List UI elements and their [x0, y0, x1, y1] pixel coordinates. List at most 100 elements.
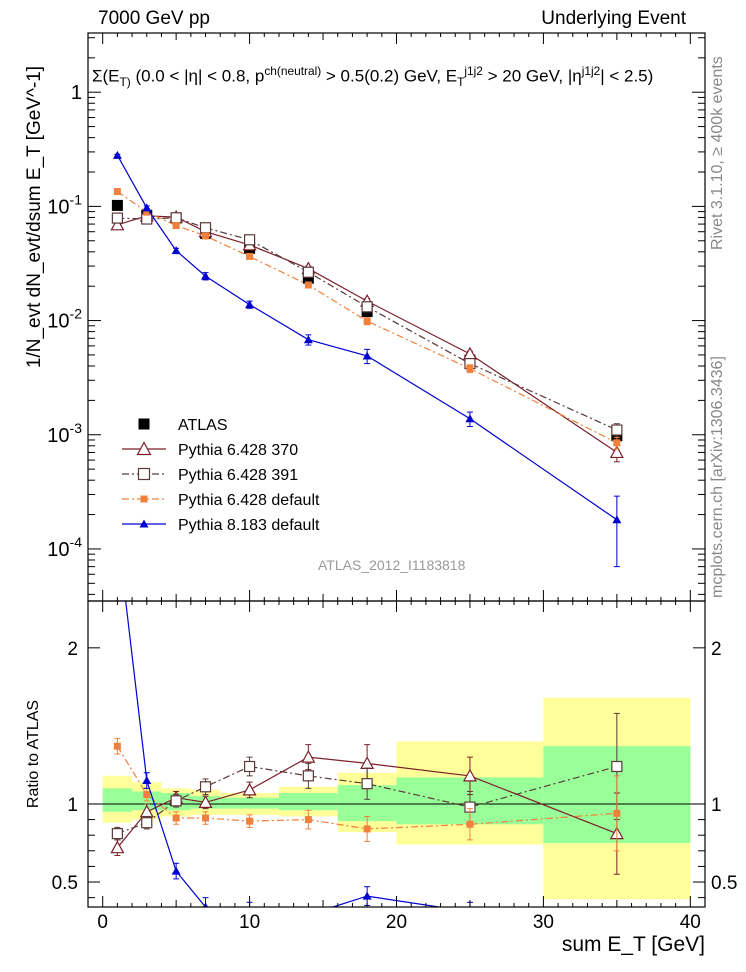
ratio-y-tick-label: 1	[67, 795, 78, 816]
point-pythia-6-428-370	[110, 840, 125, 854]
ratio-y-tick-label: 2	[67, 639, 78, 660]
point-pythia-6-428-391	[361, 778, 373, 790]
x-tick-label: 0	[97, 912, 108, 933]
point-pythia-6-428-default	[202, 232, 210, 240]
point-pythia-8-183-default	[612, 515, 622, 524]
x-axis-label: sum E_T [GeV]	[562, 933, 705, 956]
point-pythia-6-428-391	[141, 817, 153, 829]
point-pythia-6-428-default	[113, 188, 121, 196]
point-pythia-6-428-391	[611, 760, 623, 773]
point-pythia-8-183-default	[303, 335, 313, 344]
point-pythia-8-183-default	[171, 246, 181, 255]
point-pythia-6-428-370	[110, 217, 125, 231]
x-tick-label: 20	[386, 912, 407, 933]
legend-label-pythia-8-183-default: Pythia 8.183 default	[178, 517, 320, 534]
point-pythia-6-428-default	[363, 317, 371, 325]
ratio-y-axis-label: Ratio to ATLAS	[25, 700, 42, 808]
point-pythia-6-428-391	[170, 212, 182, 224]
point-pythia-6-428-391	[243, 760, 256, 773]
point-pythia-6-428-default	[246, 817, 254, 825]
point-pythia-6-428-391	[111, 212, 123, 224]
point-pythia-8-183-default	[362, 891, 372, 900]
main-panel	[110, 150, 624, 568]
point-pythia-6-428-default	[363, 825, 371, 833]
point-pythia-6-428-391	[611, 424, 623, 436]
point-pythia-6-428-391	[170, 795, 182, 807]
point-pythia-6-428-370	[301, 749, 316, 763]
y-tick-label: 10-2	[47, 306, 82, 333]
chart-caption: Σ(ET) (0.0 < |η| < 0.8, pch(neutral) > 0…	[92, 64, 654, 90]
legend-marker-pythia-6-428-default	[140, 495, 148, 503]
point-pythia-6-428-default	[143, 208, 151, 216]
ratio-y-tick-label: 0.5	[52, 873, 78, 894]
x-tick-label: 30	[533, 912, 554, 933]
point-atlas	[302, 272, 314, 284]
point-atlas	[111, 199, 123, 211]
rivet-label: Rivet 3.1.10, ≥ 400k events	[709, 56, 726, 250]
point-pythia-6-428-370	[609, 445, 624, 459]
point-pythia-8-183-default	[142, 776, 152, 785]
point-pythia-6-428-391	[361, 301, 373, 313]
point-pythia-6-428-391	[111, 828, 123, 840]
point-pythia-8-183-default	[171, 866, 181, 875]
point-pythia-8-183-default	[465, 414, 475, 423]
point-pythia-8-183-default	[465, 907, 474, 915]
series-line-pythia-8-183-default	[125, 601, 444, 907]
ratio-y-tick-label: 2	[711, 639, 722, 660]
point-pythia-8-183-default	[304, 910, 313, 918]
legend: ATLAS Pythia 6.428 370 Pythia 6.428 391 Pyt…	[122, 417, 320, 534]
point-pythia-6-428-391	[302, 266, 314, 278]
y-tick-label: 10-1	[47, 191, 82, 218]
point-pythia-6-428-default	[613, 809, 621, 817]
legend-marker-pythia-8-183-default	[139, 519, 149, 528]
point-pythia-6-428-370	[462, 346, 477, 360]
point-pythia-8-183-default	[113, 526, 122, 534]
point-pythia-6-428-default	[172, 814, 180, 822]
point-pythia-6-428-default	[202, 814, 210, 822]
legend-label-pythia-6-428-370: Pythia 6.428 370	[178, 442, 298, 459]
y-tick-label: 10-4	[47, 534, 82, 561]
band-inner	[102, 788, 133, 812]
point-pythia-6-428-default	[304, 281, 312, 289]
point-pythia-6-428-391	[302, 770, 314, 782]
point-pythia-8-183-default	[201, 271, 211, 280]
ratio-y-tick-label: 0.5	[711, 873, 737, 894]
series-line-pythia-8-183-default	[116, 155, 618, 521]
point-pythia-6-428-default	[466, 820, 474, 828]
point-pythia-6-428-default	[304, 816, 312, 824]
legend-marker-atlas	[138, 418, 150, 430]
point-pythia-6-428-default	[246, 252, 254, 260]
legend-label-pythia-6-428-391: Pythia 6.428 391	[178, 467, 298, 484]
band-inner	[278, 793, 338, 811]
point-pythia-8-183-default	[142, 203, 152, 212]
analysis-label: ATLAS_2012_I1183818	[318, 557, 466, 573]
point-pythia-6-428-391	[243, 234, 256, 246]
point-pythia-6-428-default	[113, 742, 121, 750]
band-inner	[220, 797, 279, 809]
ratio-panel	[88, 526, 705, 918]
point-pythia-6-428-370	[242, 782, 257, 796]
y-axis-label: 1/N_evt dN_evt/dsum E_T [GeV^-1]	[24, 66, 45, 368]
x-tick-label: 10	[239, 912, 260, 933]
point-pythia-6-428-default	[143, 791, 151, 799]
ratio-y-tick-label: 1	[711, 795, 722, 816]
point-pythia-6-428-default	[466, 365, 474, 373]
point-pythia-8-183-default	[362, 351, 372, 360]
point-pythia-6-428-391	[199, 222, 212, 234]
point-pythia-6-428-370	[198, 795, 213, 808]
point-pythia-6-428-391	[199, 781, 212, 793]
series-line-pythia-6-428-default	[117, 191, 618, 444]
ratio-uncertainty-bands	[102, 697, 691, 900]
point-pythia-6-428-default	[613, 439, 621, 447]
legend-label-pythia-6-428-default: Pythia 6.428 default	[178, 492, 320, 509]
legend-marker-pythia-6-428-370	[136, 441, 152, 456]
mcplots-label: mcplots.cern.ch [arXiv:1306.3436]	[709, 356, 726, 598]
point-pythia-6-428-370	[462, 768, 477, 782]
header-right-label: Underlying Event	[541, 8, 686, 29]
y-tick-label: 10-3	[47, 420, 82, 447]
header-left-label: 7000 GeV pp	[98, 8, 210, 29]
point-pythia-6-428-default	[172, 222, 180, 230]
point-pythia-8-183-default	[112, 150, 122, 159]
point-pythia-8-183-default	[245, 300, 255, 309]
